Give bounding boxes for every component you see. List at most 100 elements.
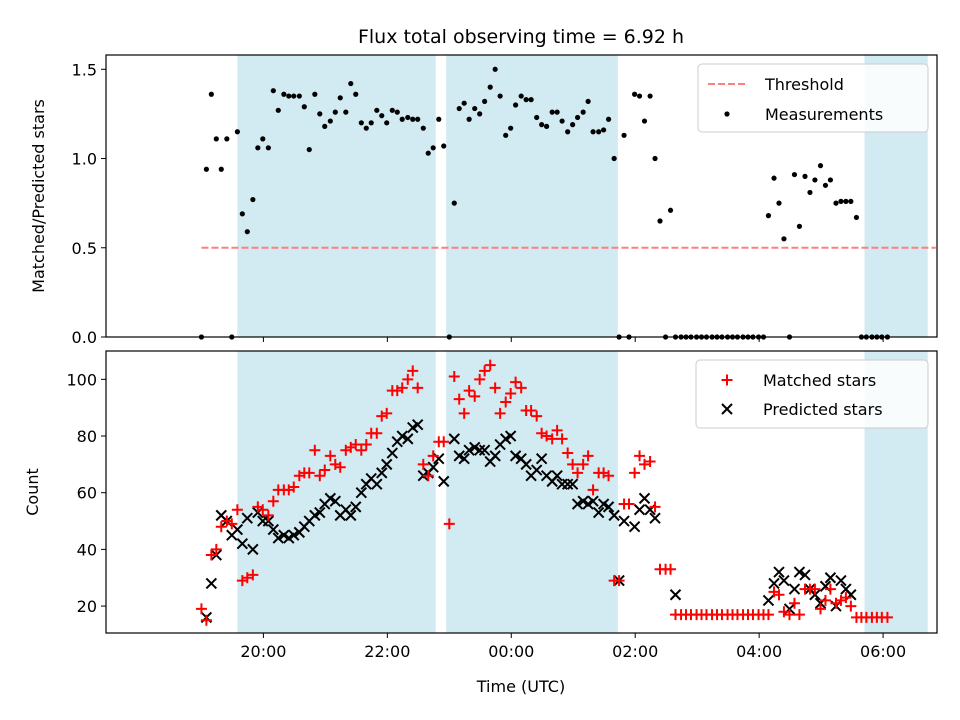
- measurement-point: [291, 93, 297, 99]
- predicted-star-point: [520, 458, 532, 471]
- predicted-star-point: [793, 566, 806, 578]
- predicted-star-point: [267, 523, 280, 536]
- measurement-point: [641, 118, 648, 124]
- measurement-point: [796, 223, 803, 229]
- measurement-point: [853, 214, 860, 221]
- chart-title: Flux total observing time = 6.92 h: [358, 26, 684, 48]
- measurement-point: [781, 236, 787, 242]
- measurement-point: [363, 125, 369, 131]
- top-y-tick-label: 0.0: [72, 328, 97, 347]
- top-x-ticks: [262, 337, 884, 342]
- matched-star-point: [231, 504, 243, 516]
- bottom-legend: Matched stars Predicted stars: [695, 359, 929, 429]
- top-y-tick-label: 0.5: [72, 239, 97, 258]
- legend-measurements-swatch: [724, 111, 730, 117]
- measurement-point: [554, 109, 560, 115]
- predicted-star-point: [458, 452, 470, 465]
- bottom-legend-box: [695, 359, 929, 429]
- predicted-star-point: [236, 538, 249, 550]
- matched-star-point: [613, 575, 625, 587]
- predicted-star-point: [571, 498, 584, 510]
- measurement-point: [817, 163, 824, 169]
- measurement-point: [275, 107, 281, 113]
- matched-star-points: [195, 359, 893, 626]
- measurement-point: [312, 91, 318, 97]
- measurement-point: [466, 116, 472, 122]
- measurement-point: [833, 200, 839, 206]
- top-legend: Threshold Measurements: [697, 63, 929, 133]
- measurement-point: [430, 145, 436, 151]
- bottom-y-tick-label: 100: [66, 370, 97, 389]
- predicted-star-point: [768, 577, 780, 590]
- measurement-point: [389, 107, 395, 113]
- measurement-point: [585, 98, 591, 105]
- matched-star-point: [644, 456, 656, 468]
- matched-star-point: [577, 458, 589, 470]
- bottom-x-ticks: 20:00 22:00 00:00 02:00 04:00 06:00: [240, 633, 906, 661]
- predicted-star-point: [566, 478, 579, 490]
- x-tick-label: 06:00: [860, 642, 906, 661]
- predicted-star-point: [463, 444, 475, 456]
- matched-star-point: [195, 603, 207, 615]
- matched-star-point: [438, 436, 450, 448]
- measurement-point: [244, 229, 250, 235]
- measurement-point: [631, 91, 638, 97]
- measurement-point: [657, 218, 663, 224]
- measurement-point: [497, 93, 503, 99]
- measurement-point: [771, 175, 777, 181]
- matched-star-point: [288, 481, 300, 493]
- matched-star-point: [360, 439, 372, 451]
- bottom-y-axis-label: Count: [23, 468, 42, 516]
- predicted-star-point: [788, 583, 801, 595]
- matched-star-point: [778, 606, 790, 618]
- predicted-star-point: [396, 430, 408, 442]
- measurement-point: [843, 198, 849, 204]
- matched-star-point: [814, 603, 826, 615]
- measurement-point: [425, 150, 431, 156]
- matched-star-point: [840, 592, 852, 604]
- predicted-star-point: [762, 594, 775, 607]
- measurement-point: [827, 177, 834, 183]
- predicted-star-point: [355, 487, 368, 499]
- measurement-point: [667, 207, 674, 213]
- matched-star-point: [531, 410, 543, 422]
- top-axes-frame: [105, 54, 938, 338]
- measurement-point: [296, 93, 302, 99]
- measurement-point: [492, 66, 498, 72]
- measurement-point: [611, 155, 617, 162]
- measurement-point: [601, 127, 607, 133]
- matched-star-point: [562, 447, 574, 459]
- predicted-star-point: [561, 478, 574, 490]
- measurement-point: [317, 111, 323, 117]
- bottom-y-ticks: 20 40 60 80 100: [66, 370, 106, 616]
- measurement-point: [415, 116, 421, 122]
- predicted-star-point: [835, 574, 847, 587]
- predicted-star-point: [314, 506, 326, 519]
- legend-measurements-label: Measurements: [765, 105, 883, 124]
- predicted-star-point: [438, 475, 450, 488]
- matched-star-point: [587, 484, 599, 496]
- predicted-star-point: [427, 461, 439, 473]
- predicted-star-point: [587, 495, 599, 507]
- matched-star-point: [319, 464, 331, 476]
- matched-star-point: [546, 433, 558, 445]
- measurement-point: [652, 155, 658, 162]
- matched-star-point: [793, 609, 805, 621]
- measurement-point: [621, 132, 627, 138]
- matched-star-point: [324, 450, 336, 462]
- predicted-star-point: [386, 447, 399, 459]
- measurement-point: [636, 93, 643, 99]
- measurement-point: [218, 166, 224, 172]
- measurement-point: [848, 198, 854, 204]
- matched-star-point: [371, 427, 383, 439]
- measurement-point: [306, 146, 312, 153]
- top-shade-0: [237, 55, 436, 337]
- measurement-point: [513, 102, 519, 108]
- matched-star-point: [474, 373, 486, 385]
- measurement-point: [224, 136, 230, 142]
- measurement-point: [647, 93, 653, 99]
- measurement-point: [508, 125, 514, 131]
- measurement-point: [461, 100, 467, 106]
- matched-star-point: [417, 458, 429, 470]
- measurement-point: [239, 211, 245, 217]
